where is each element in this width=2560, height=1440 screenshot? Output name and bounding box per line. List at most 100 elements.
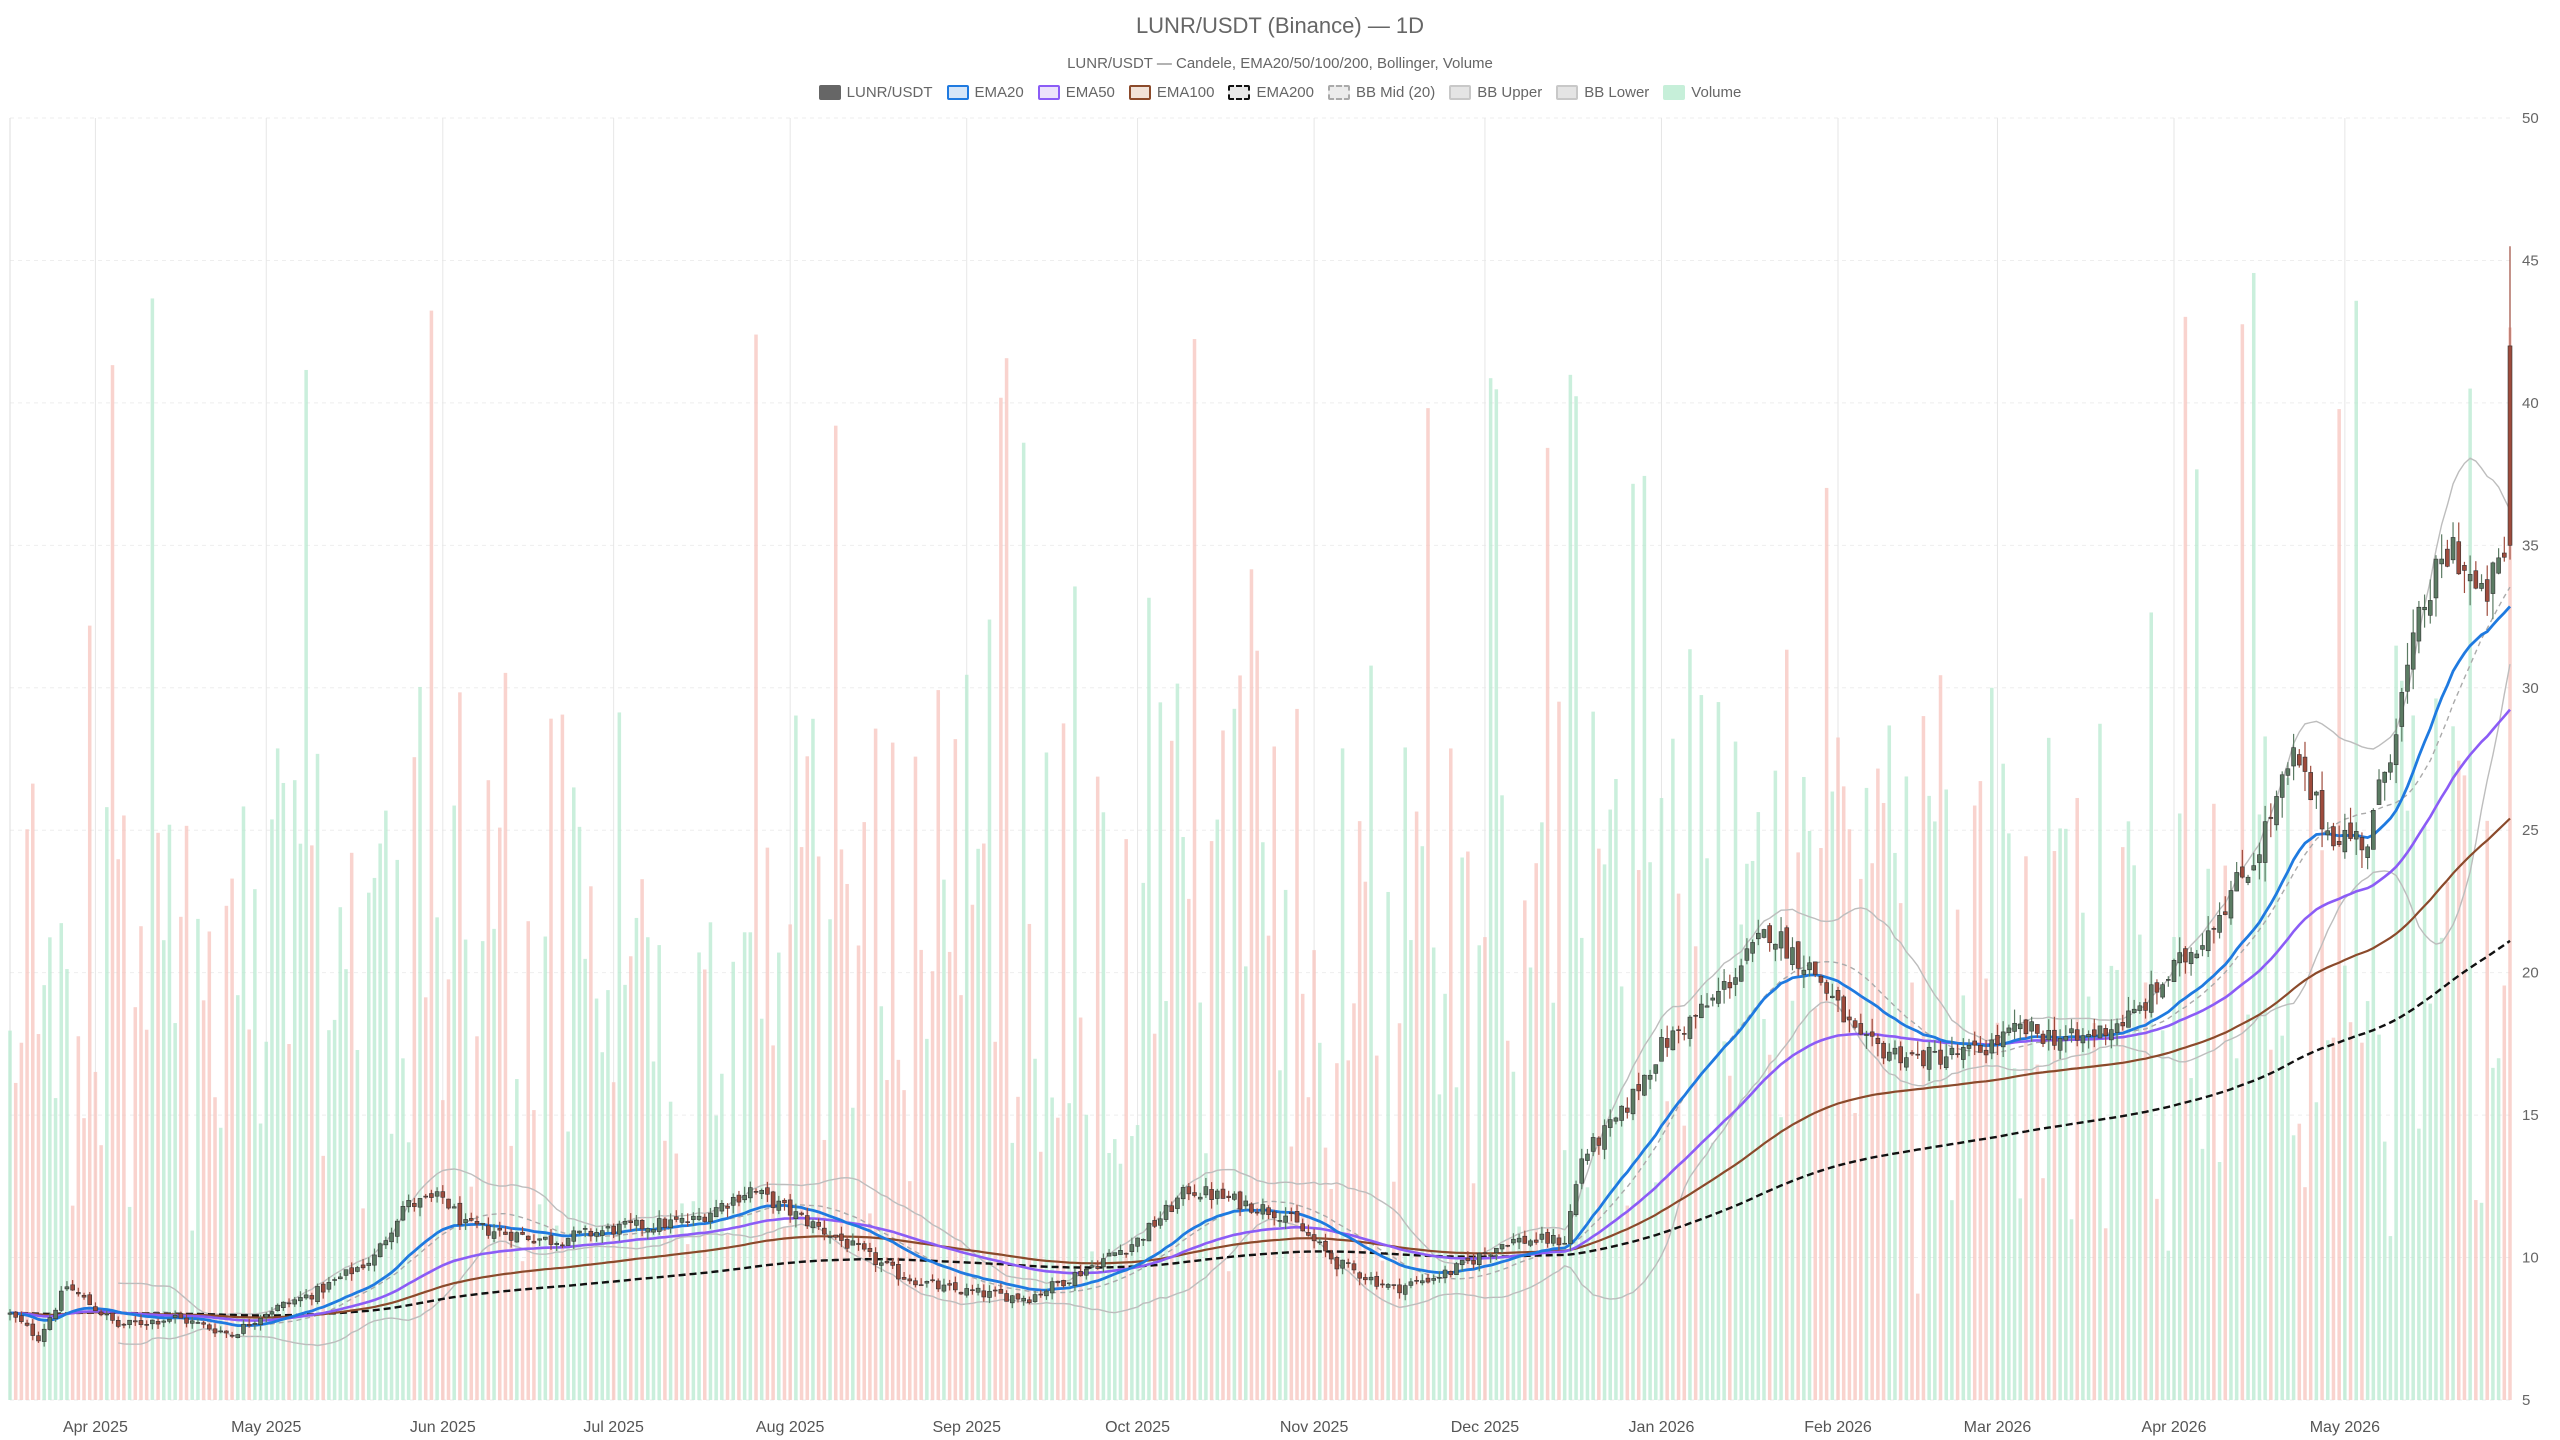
candle — [41, 1323, 47, 1347]
candle-body — [2194, 953, 2200, 959]
volume-bar — [2246, 1014, 2250, 1400]
candle — [1835, 986, 1841, 1013]
volume-bar — [2160, 1030, 2165, 1400]
y-tick-label: 5 — [2522, 1392, 2530, 1409]
candle — [1334, 1255, 1340, 1277]
candle — [588, 1228, 594, 1242]
candle-body — [2080, 1035, 2086, 1044]
candle — [1738, 958, 1744, 982]
volume-bar — [2001, 763, 2005, 1400]
volume-bar — [554, 1225, 559, 1400]
candle — [1596, 1136, 1602, 1155]
candle-body — [30, 1323, 36, 1336]
legend-item[interactable]: Volume — [1663, 84, 1741, 101]
volume-bar — [1739, 924, 1743, 1400]
candle-body — [1454, 1263, 1459, 1275]
candle — [987, 1285, 992, 1304]
ema100-line — [9, 817, 2511, 1319]
candle-body — [1129, 1244, 1135, 1252]
candle — [531, 1234, 537, 1244]
volume-bar — [873, 728, 878, 1400]
candle-body — [1476, 1253, 1482, 1266]
candle-body — [1106, 1252, 1112, 1257]
candle-body — [1807, 962, 1812, 971]
y-tick-label: 40 — [2522, 395, 2539, 412]
legend-item[interactable]: BB Upper — [1449, 84, 1542, 101]
volume-bar — [1938, 675, 1943, 1400]
volume-bar — [1084, 1114, 1089, 1400]
volume-bar — [839, 849, 844, 1400]
legend-item[interactable]: EMA50 — [1037, 84, 1115, 101]
candle — [2462, 561, 2467, 594]
volume-bar — [930, 971, 935, 1400]
volume-bar — [241, 806, 246, 1400]
candle-body — [64, 1286, 70, 1290]
candle — [582, 1225, 588, 1238]
y-tick-label: 15 — [2522, 1107, 2539, 1124]
candle-body — [992, 1289, 998, 1292]
volume-bar — [338, 907, 343, 1400]
volume-bar — [1505, 1040, 1510, 1400]
candle — [320, 1282, 326, 1299]
volume-bar — [2069, 1219, 2074, 1400]
legend-item[interactable]: EMA100 — [1128, 84, 1215, 101]
legend-item[interactable]: BB Lower — [1556, 84, 1649, 101]
candle — [1841, 994, 1847, 1023]
candle — [2069, 1019, 2074, 1043]
candle-body — [1795, 941, 1801, 969]
candle-body — [2308, 772, 2313, 801]
candle-body — [1505, 1245, 1511, 1247]
candle-body — [7, 1312, 13, 1315]
volume-bar — [19, 1042, 24, 1400]
volume-bar — [1283, 889, 1288, 1400]
volume-bar — [1431, 947, 1436, 1400]
candle — [24, 1319, 30, 1327]
candle-body — [2160, 984, 2165, 998]
candle-body — [2017, 1023, 2023, 1030]
candle — [2467, 555, 2473, 606]
legend-swatch — [1128, 85, 1151, 100]
legend-item[interactable]: LUNR/USDT — [818, 84, 933, 101]
volume-bar — [1528, 967, 1533, 1400]
candle — [2114, 1018, 2120, 1046]
candle-body — [2410, 632, 2416, 670]
candle-body — [1687, 1016, 1693, 1039]
candle-body — [189, 1320, 195, 1324]
chart-legend: LUNR/USDT EMA20 EMA50 EMA100 EMA200 BB Mid (2… — [0, 84, 2560, 101]
volume-bar — [133, 1007, 138, 1400]
candle — [2211, 926, 2217, 944]
candle-body — [645, 1228, 651, 1233]
candle-body — [2297, 754, 2302, 766]
legend-item[interactable]: EMA20 — [946, 84, 1024, 101]
candle — [2109, 1019, 2114, 1049]
candle — [1044, 1288, 1049, 1300]
candle — [1562, 1236, 1567, 1245]
candle — [1744, 938, 1750, 965]
x-tick-label: Jan 2026 — [1629, 1419, 1695, 1436]
legend-label: EMA100 — [1156, 84, 1215, 101]
volume-bar — [1722, 1041, 1726, 1400]
x-tick-label: Sep 2025 — [932, 1419, 1001, 1436]
volume-bar — [1192, 339, 1197, 1400]
candle — [2365, 844, 2370, 870]
candle-body — [138, 1320, 144, 1325]
volume-bar — [2291, 1135, 2296, 1400]
candle-body — [2228, 890, 2234, 919]
candle — [1607, 1109, 1613, 1137]
volume-bar — [987, 619, 992, 1400]
candle-body — [394, 1220, 400, 1237]
volume-bar — [1312, 950, 1316, 1400]
candle — [1363, 1273, 1368, 1285]
legend-item[interactable]: BB Mid (20) — [1328, 84, 1435, 101]
candle-body — [389, 1232, 394, 1243]
legend-item[interactable]: EMA200 — [1228, 84, 1314, 101]
volume-bar — [156, 832, 160, 1400]
candle-body — [1664, 1038, 1670, 1048]
candle-body — [2166, 979, 2171, 981]
candle-body — [1681, 1033, 1687, 1035]
candle — [1790, 937, 1795, 971]
candle-body — [1328, 1252, 1334, 1260]
candle — [2456, 522, 2462, 575]
candle-body — [634, 1219, 639, 1226]
candle — [537, 1238, 542, 1246]
